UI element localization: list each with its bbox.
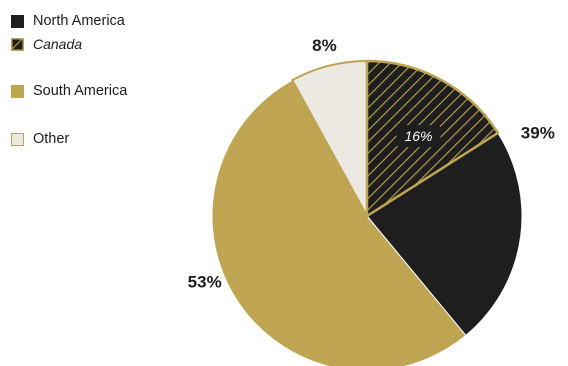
legend-label-canada: Canada [33,36,83,52]
legend-item-south-america: South America [11,83,127,99]
legend-swatch-canada [11,37,24,51]
pct-label-canada: 16% [404,128,432,144]
legend-item-canada: Canada [11,36,82,52]
canada-label-background [396,125,441,148]
pct-label-north-america: 39% [521,124,555,143]
legend-item-north-america: North America [11,13,125,29]
legend-swatch-other [11,132,24,146]
legend-label-north-america: North America [33,13,125,29]
pct-label-south-america: 53% [188,273,222,292]
legend-swatch-south-america [11,84,24,98]
legend-item-other: Other [11,131,69,147]
legend-label-other: Other [33,131,70,147]
pct-label-other: 8% [312,36,337,55]
legend-label-south-america: South America [33,83,128,99]
legend-swatch-north-america [11,14,24,28]
pie-slice-south-america [211,79,467,366]
